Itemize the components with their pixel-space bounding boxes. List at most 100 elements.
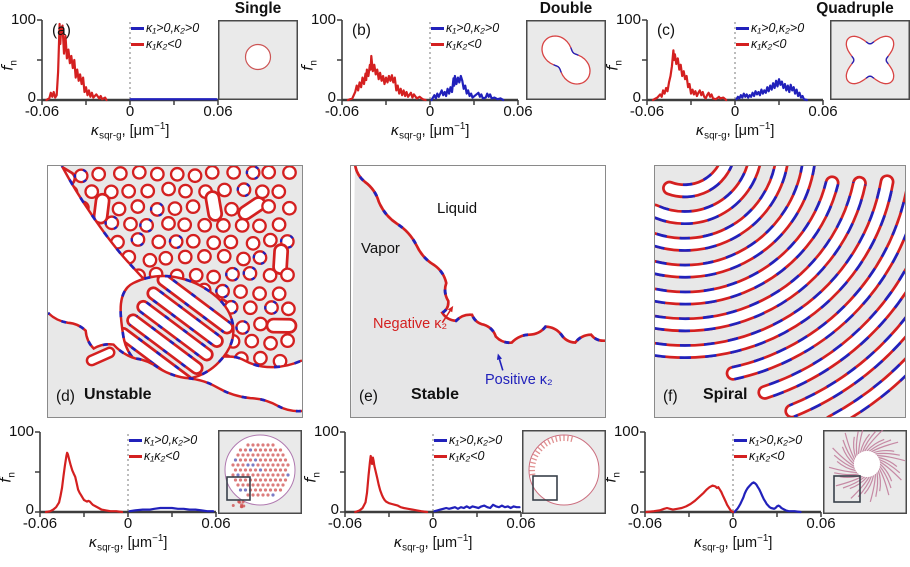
pattern-label-stable: Stable bbox=[411, 386, 460, 403]
y-axis-max-label: 100 bbox=[310, 11, 336, 28]
inset-stable-droplet bbox=[522, 430, 606, 514]
pattern-label-unstable: Unstable bbox=[84, 386, 152, 403]
legend-item: κ₁κ₂<0 bbox=[131, 36, 199, 52]
hist-panel-spiral: 100 0 fn κ₁>0,κ₂>0 κ₁κ₂<0 -0.06 0 0.06 κ… bbox=[600, 412, 872, 562]
panel-title-single: Single bbox=[234, 0, 282, 17]
y-axis-min-label: 0 bbox=[327, 89, 336, 106]
legend: κ₁>0,κ₂>0 κ₁κ₂<0 bbox=[434, 432, 502, 464]
y-axis-min-label: 0 bbox=[632, 89, 641, 106]
x-tick-label: 0 bbox=[728, 515, 738, 532]
stable-pattern-image bbox=[351, 166, 605, 417]
histogram-plot-stable bbox=[340, 431, 522, 517]
legend-label: κ₁κ₂<0 bbox=[749, 449, 785, 463]
inset-unstable-droplet bbox=[218, 430, 302, 514]
x-tick-label: -0.06 bbox=[627, 515, 663, 532]
legend: κ₁>0,κ₂>0 κ₁κ₂<0 bbox=[736, 20, 804, 52]
panel-title-double: Double bbox=[539, 0, 593, 17]
y-axis-title: fn bbox=[298, 60, 320, 71]
x-axis-title: κsqr-g, [μm−1] bbox=[693, 533, 773, 554]
x-axis-title: κsqr-g, [μm−1] bbox=[88, 533, 168, 554]
x-tick-label: 0 bbox=[123, 515, 133, 532]
y-axis-max-label: 100 bbox=[615, 11, 641, 28]
legend-label: κ₁>0,κ₂>0 bbox=[449, 433, 503, 447]
legend-label: κ₁>0,κ₂>0 bbox=[751, 21, 805, 35]
legend: κ₁>0,κ₂>0 κ₁κ₂<0 bbox=[131, 20, 199, 52]
legend-line-red bbox=[734, 454, 747, 458]
legend-label: κ₁κ₂<0 bbox=[446, 37, 482, 51]
x-tick-label: 0 bbox=[428, 515, 438, 532]
legend-label: κ₁κ₂<0 bbox=[144, 449, 180, 463]
histogram-plot-unstable bbox=[35, 431, 217, 517]
hist-panel-a: 100 0 fn (a) κ₁>0,κ₂>0 κ₁κ₂<0 -0.06 0 0.… bbox=[0, 0, 269, 150]
hist-panel-c: 100 0 fn (c) κ₁>0,κ₂>0 κ₁κ₂<0 -0.06 0 0.… bbox=[602, 0, 874, 150]
x-tick-label: -0.06 bbox=[24, 103, 60, 120]
y-axis-max-label: 100 bbox=[313, 423, 339, 440]
pattern-panel-unstable: (d) Unstable bbox=[47, 165, 303, 418]
y-axis-title: fn bbox=[603, 60, 625, 71]
y-axis-max-label: 100 bbox=[613, 423, 639, 440]
annotation-positive-k2: Positive κ₂ bbox=[485, 372, 553, 388]
x-tick-label: 0 bbox=[425, 103, 435, 120]
inset-single-droplet bbox=[218, 20, 298, 100]
annotation-vapor: Vapor bbox=[361, 240, 400, 257]
hist-panel-unstable: 100 0 fn κ₁>0,κ₂>0 κ₁κ₂<0 -0.06 0 0.06 κ… bbox=[0, 412, 267, 562]
legend-label: κ₁>0,κ₂>0 bbox=[446, 21, 500, 35]
x-axis-title: κsqr-g, [μm−1] bbox=[390, 121, 470, 142]
legend: κ₁>0,κ₂>0 κ₁κ₂<0 bbox=[431, 20, 499, 52]
unstable-pattern-image bbox=[48, 166, 302, 417]
pattern-panel-stable: Liquid Vapor Negative κ₂ Positive κ₂ (e)… bbox=[350, 165, 606, 418]
y-axis-symbol: f bbox=[0, 65, 17, 71]
legend-line-blue bbox=[131, 26, 144, 30]
x-tick-label: 0.06 bbox=[203, 103, 233, 120]
x-tick-label: -0.06 bbox=[324, 103, 360, 120]
legend-line-blue bbox=[431, 26, 444, 30]
legend-line-red bbox=[736, 42, 749, 46]
legend-label: κ₁>0,κ₂>0 bbox=[749, 433, 803, 447]
x-tick-label: 0 bbox=[125, 103, 135, 120]
panel-letter: (d) bbox=[56, 388, 75, 405]
x-tick-label: 0.06 bbox=[503, 103, 533, 120]
panel-letter: (e) bbox=[359, 388, 378, 405]
histogram-plot-spiral bbox=[640, 431, 822, 517]
x-tick-label: 0.06 bbox=[808, 103, 838, 120]
y-axis-min-label: 0 bbox=[25, 501, 34, 518]
x-tick-label: 0 bbox=[730, 103, 740, 120]
legend-line-red bbox=[431, 42, 444, 46]
legend: κ₁>0,κ₂>0 κ₁κ₂<0 bbox=[129, 432, 197, 464]
histogram-plot-b bbox=[337, 19, 519, 105]
inset-spiral-droplet bbox=[823, 430, 907, 514]
x-axis-title: κsqr-g, [μm−1] bbox=[695, 121, 775, 142]
y-axis-title: fn bbox=[301, 472, 323, 483]
hist-panel-stable: 100 0 fn κ₁>0,κ₂>0 κ₁κ₂<0 -0.06 0 0.06 κ… bbox=[300, 412, 572, 562]
legend-line-blue bbox=[434, 438, 447, 442]
x-axis-title: κsqr-g, [μm−1] bbox=[393, 533, 473, 554]
x-tick-label: -0.06 bbox=[327, 515, 363, 532]
x-tick-label: -0.06 bbox=[22, 515, 58, 532]
pattern-panel-spiral: (f) Spiral bbox=[654, 165, 906, 418]
x-axis-title: κsqr-g, [μm−1] bbox=[90, 121, 170, 142]
inset-double-droplet bbox=[526, 20, 606, 100]
inset-quadruple-droplet bbox=[830, 20, 910, 100]
y-axis-title: fn bbox=[0, 48, 20, 84]
legend-line-blue bbox=[736, 26, 749, 30]
legend-line-red bbox=[434, 454, 447, 458]
y-axis-subscript: n bbox=[8, 60, 20, 66]
legend-label: κ₁κ₂<0 bbox=[751, 37, 787, 51]
hist-panel-b: 100 0 fn (b) κ₁>0,κ₂>0 κ₁κ₂<0 -0.06 0 0.… bbox=[297, 0, 569, 150]
legend-line-blue bbox=[734, 438, 747, 442]
panel-letter: (a) bbox=[52, 22, 71, 39]
histogram-plot-c bbox=[642, 19, 824, 105]
y-axis-min-label: 0 bbox=[27, 89, 36, 106]
panel-title-quadruple: Quadruple bbox=[816, 0, 894, 17]
y-axis-max-label: 100 bbox=[10, 11, 36, 28]
spiral-pattern-image bbox=[655, 166, 905, 417]
y-axis-min-label: 0 bbox=[630, 501, 639, 518]
annotation-negative-k2: Negative κ₂ bbox=[373, 316, 448, 332]
legend-label: κ₁>0,κ₂>0 bbox=[144, 433, 198, 447]
x-tick-label: -0.06 bbox=[629, 103, 665, 120]
legend-item: κ₁>0,κ₂>0 bbox=[131, 20, 199, 36]
panel-letter: (f) bbox=[663, 388, 678, 405]
panel-letter: (c) bbox=[657, 22, 676, 39]
legend-label: κ₁κ₂<0 bbox=[449, 449, 485, 463]
